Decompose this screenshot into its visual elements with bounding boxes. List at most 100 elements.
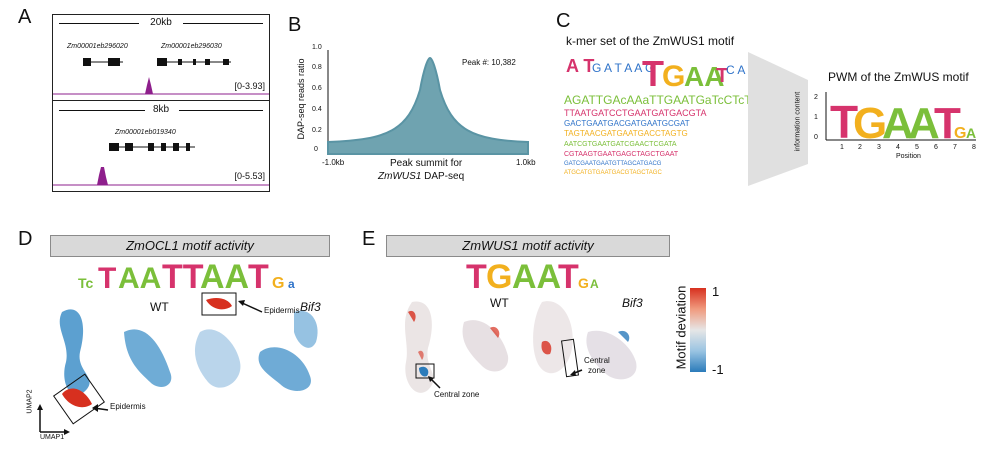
svg-text:T: T: [934, 99, 961, 148]
d-epidermis-bottom: Epidermis: [110, 402, 146, 411]
track2-gene-model: [53, 143, 269, 186]
c-pwm-pos-7: 7: [953, 144, 957, 151]
track1-scale-line-right: [183, 23, 263, 24]
svg-text:G: G: [486, 258, 512, 296]
e-wt-label: WT: [490, 296, 509, 310]
svg-text:GACTGAATGACGATGAATGCGAT: GACTGAATGACGATGAATGCGAT: [564, 119, 690, 128]
c-pwm-ytick-2: 2: [814, 94, 818, 101]
svg-text:AATCGTGAATGATCGAACTCGATA: AATCGTGAATGATCGAACTCGATA: [564, 141, 677, 148]
b-xlabel-suffix: DAP-seq: [421, 171, 465, 182]
svg-text:G: G: [853, 99, 887, 148]
e-umap-plot: [404, 301, 637, 393]
e-banner: ZmWUS1 motif activity: [386, 235, 670, 257]
track1-gene-right-label: Zm00001eb296030: [161, 43, 222, 50]
track1-scale: 20kb: [150, 17, 172, 28]
c-pwm-pos-4: 4: [896, 144, 900, 151]
d-axis-umap1: UMAP1: [40, 434, 65, 441]
b-ytick-3: 0.6: [312, 85, 322, 92]
svg-text:A: A: [908, 99, 940, 148]
e-legend-title: Motif deviation: [673, 285, 689, 370]
d-wt-label: WT: [150, 300, 169, 314]
b-ytick-0: 0: [314, 146, 318, 153]
e-bif3-label: Bif3: [622, 296, 643, 310]
c-pwm-logo: T G A A T G A: [825, 92, 976, 148]
b-ytick-1: 0.2: [312, 127, 322, 134]
c-pwm-title: PWM of the ZmWUS motif: [828, 70, 969, 84]
panel-d-label: D: [18, 228, 33, 250]
e-legend-max: 1: [712, 284, 720, 299]
svg-text:A: A: [590, 277, 599, 291]
svg-text:T: T: [642, 53, 664, 94]
svg-text:AA: AA: [512, 258, 561, 296]
e-motif-logo: T G AA T G A: [466, 258, 599, 296]
svg-text:A: A: [966, 125, 976, 141]
b-ytick-4: 0.8: [312, 64, 322, 71]
track2-gene-label: Zm00001eb019340: [115, 129, 176, 136]
svg-text:AA: AA: [118, 262, 161, 295]
e-banner-suffix: motif activity: [518, 238, 594, 253]
svg-text:TT: TT: [162, 258, 204, 296]
d-motif-logo: Tc T AA TT AA T G a: [78, 258, 295, 296]
genome-track-2: 8kb Zm00001eb019340 [0-5.53]: [52, 100, 270, 192]
svg-text:A T: A T: [566, 56, 594, 76]
track1-gene-left-label: Zm00001eb296020: [67, 43, 128, 50]
svg-text:AGATTGAcAAaTTGAATGaTcCTcTCTA: AGATTGAcAAaTTGAATGaTcCTcTCTA: [564, 93, 775, 107]
svg-text:T: T: [466, 258, 487, 296]
track2-scale: 8kb: [152, 104, 170, 115]
track2-scale-line-right: [179, 110, 263, 111]
e-central-zone-bif3-line1: Central: [584, 356, 610, 365]
svg-text:Tc: Tc: [78, 275, 94, 291]
track1-range: [0-3.93]: [234, 81, 265, 91]
e-banner-gene: ZmWUS1: [462, 238, 519, 253]
c-pwm-xlabel: Position: [896, 153, 921, 160]
b-xlabel-line2: ZmWUS1 DAP-seq: [378, 171, 464, 182]
svg-text:G: G: [272, 275, 284, 292]
svg-text:CGTAAGTGAATGAGCTAGCTGAAT: CGTAAGTGAATGAGCTAGCTGAAT: [564, 151, 679, 158]
svg-text:A: A: [882, 99, 914, 148]
d-axis-umap2: UMAP2: [26, 389, 34, 414]
track1-gene-models: [53, 58, 269, 95]
b-profile-plot: [327, 50, 529, 155]
panel-b-label: B: [288, 14, 302, 36]
c-projection-wedge: [748, 52, 808, 186]
svg-text:GATCGAATGAATGTTAGCATGACG: GATCGAATGAATGTTAGCATGACG: [564, 161, 662, 167]
e-legend-colorbar: [690, 288, 706, 372]
svg-text:T: T: [98, 262, 116, 295]
c-pwm-pos-6: 6: [934, 144, 938, 151]
c-pwm-ylabel: information content: [794, 91, 802, 152]
panel-a-label: A: [18, 6, 32, 28]
b-ytick-5: 1.0: [312, 44, 322, 51]
panel-c-label: C: [556, 10, 571, 32]
c-pwm-pos-1: 1: [840, 144, 844, 151]
d-banner-gene: ZmOCL1: [126, 238, 179, 253]
svg-text:TAGTAACGATGAATGACCTAGTG: TAGTAACGATGAATGACCTAGTG: [564, 129, 688, 138]
svg-text:G: G: [662, 60, 685, 93]
track2-range: [0-5.53]: [234, 171, 265, 181]
d-banner: ZmOCL1 motif activity: [50, 235, 330, 257]
d-epidermis-top: Epidermis: [264, 306, 300, 315]
svg-text:G: G: [578, 275, 589, 291]
b-xlabel-gene: ZmWUS1: [378, 171, 422, 182]
track2-scale-line: [59, 110, 145, 111]
b-ylabel: DAP-seq reads ratio: [296, 58, 306, 140]
svg-text:ATGCATGTGAATGACGTAGCTAGC: ATGCATGTGAATGACGTAGCTAGC: [564, 170, 662, 176]
svg-text:T: T: [830, 96, 858, 148]
d-umap-plot: [37, 292, 318, 435]
b-x-left: -1.0kb: [322, 158, 345, 167]
b-ytick-2: 0.4: [312, 106, 322, 113]
b-annotation: Peak #: 10,382: [462, 58, 516, 67]
svg-text:a: a: [288, 277, 295, 291]
svg-text:TTAATGATCCTGAATGATGACGTA: TTAATGATCCTGAATGATGACGTA: [564, 108, 707, 118]
c-kmer-logo-stack: A T G A T A A G T G AA T C A AGATTGAcAAa…: [564, 52, 775, 182]
c-kmer-title: k-mer set of the ZmWUS1 motif: [566, 34, 735, 48]
e-central-zone-bif3-line2: zone: [588, 366, 606, 375]
c-pwm-pos-2: 2: [858, 144, 862, 151]
c-pwm-pos-5: 5: [915, 144, 919, 151]
svg-text:T: T: [558, 258, 579, 296]
d-banner-suffix: motif activity: [178, 238, 254, 253]
svg-text:T: T: [248, 258, 269, 296]
track1-scale-line: [59, 23, 139, 24]
c-pwm-ytick-1: 1: [814, 114, 818, 121]
e-central-zone-wt: Central zone: [434, 390, 480, 399]
svg-text:AA: AA: [684, 61, 724, 92]
